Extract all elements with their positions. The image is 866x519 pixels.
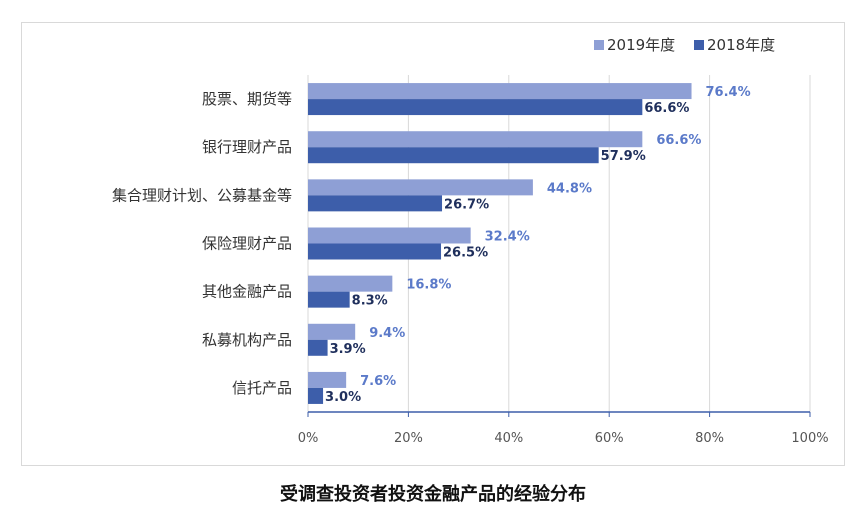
data-label-2018: 3.0% (325, 390, 361, 405)
data-label-2018: 8.3% (352, 294, 388, 309)
x-tick-label: 0% (298, 431, 319, 446)
data-label-2018: 26.7% (444, 197, 489, 212)
data-label-2018: 66.6% (644, 101, 689, 116)
bar-2019 (308, 371, 347, 388)
data-label-2019: 66.6% (656, 133, 701, 148)
bar-chart: 0% 20% 40% 60% 80% 100% 股票、期货等 76.4% 66.6% 银行理财产品… (112, 36, 829, 446)
data-label-2018: 57.9% (601, 149, 646, 164)
bar-2019 (308, 83, 692, 100)
category-label: 银行理财产品 (202, 138, 292, 156)
bar-2019 (308, 275, 393, 292)
category-label: 信托产品 (232, 379, 292, 397)
data-label-2019: 76.4% (706, 85, 751, 100)
data-label-2018: 26.5% (443, 246, 488, 261)
legend-swatch-2019 (594, 40, 604, 50)
data-label-2019: 32.4% (485, 230, 530, 245)
x-tick-label: 80% (695, 431, 724, 446)
bar-2019 (308, 323, 356, 340)
chart-caption: 受调查投资者投资金融产品的经验分布 (280, 484, 586, 505)
legend-label-2018: 2018年度 (707, 36, 775, 54)
bar-2018 (308, 243, 442, 260)
data-label-2019: 16.8% (406, 278, 451, 293)
category-label: 其他金融产品 (202, 283, 292, 301)
bar-2018 (308, 339, 328, 356)
bar-2018 (308, 387, 324, 404)
x-tick-label: 40% (494, 431, 523, 446)
x-tick-label: 100% (791, 431, 828, 446)
legend-swatch-2018 (694, 40, 704, 50)
data-label-2018: 3.9% (330, 342, 366, 357)
data-label-2019: 7.6% (360, 374, 396, 389)
x-tick-label: 60% (595, 431, 624, 446)
category-label: 股票、期货等 (202, 90, 292, 108)
bar-2018 (308, 147, 599, 164)
category-label: 集合理财计划、公募基金等 (112, 186, 292, 204)
data-label-2019: 9.4% (369, 326, 405, 341)
legend-label-2019: 2019年度 (607, 36, 675, 54)
bar-2018 (308, 99, 643, 116)
bar-2019 (308, 131, 643, 148)
x-tick-label: 20% (394, 431, 423, 446)
category-label: 保险理财产品 (202, 235, 292, 253)
bar-2019 (308, 179, 533, 196)
data-label-2019: 44.8% (547, 181, 592, 196)
bar-2018 (308, 291, 350, 308)
bar-2018 (308, 195, 443, 212)
chart-frame: 0% 20% 40% 60% 80% 100% 股票、期货等 76.4% 66.6% 银行理财产品… (21, 22, 845, 466)
bar-2019 (308, 227, 471, 244)
category-label: 私募机构产品 (202, 331, 292, 349)
